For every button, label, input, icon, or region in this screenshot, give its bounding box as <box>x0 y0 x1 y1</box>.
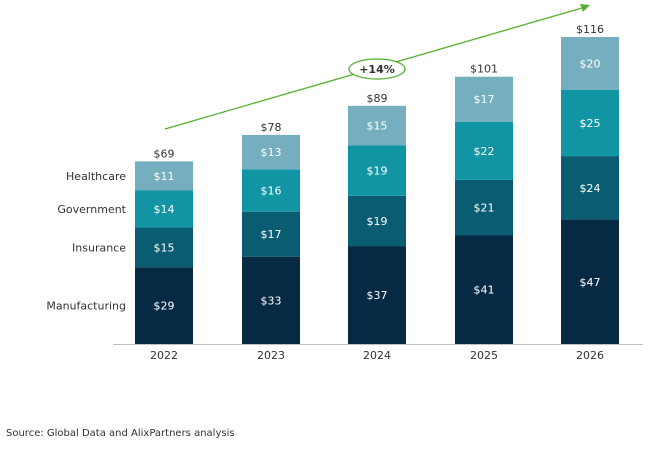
bar-segment-manufacturing-2023 <box>242 256 300 344</box>
x-tick-label-2024: 2024 <box>363 349 391 362</box>
legend-label-healthcare: Healthcare <box>66 170 126 183</box>
bar-segment-manufacturing-2025 <box>455 235 513 344</box>
total-label-2025: $101 <box>470 63 498 76</box>
bar-segment-government-2023 <box>242 169 300 212</box>
growth-arrow-head <box>580 4 590 12</box>
data-label-manufacturing-2023: $33 <box>261 294 282 307</box>
legend-label-insurance: Insurance <box>72 241 126 254</box>
x-tick-label-2023: 2023 <box>257 349 285 362</box>
data-label-government-2026: $25 <box>580 117 601 130</box>
data-label-government-2022: $14 <box>154 203 175 216</box>
data-label-manufacturing-2026: $47 <box>580 276 601 289</box>
data-label-healthcare-2026: $20 <box>580 57 601 70</box>
growth-badge <box>348 58 406 80</box>
bar-segment-healthcare-2024 <box>348 105 406 146</box>
data-label-manufacturing-2024: $37 <box>367 289 388 302</box>
bar-segment-healthcare-2022 <box>135 161 193 191</box>
data-label-manufacturing-2022: $29 <box>154 300 175 313</box>
bar-segment-insurance-2022 <box>135 227 193 268</box>
x-tick-label-2026: 2026 <box>576 349 604 362</box>
data-label-manufacturing-2025: $41 <box>474 284 495 297</box>
data-label-insurance-2026: $24 <box>580 182 601 195</box>
growth-badge-label: +14% <box>359 63 395 76</box>
total-label-2023: $78 <box>261 121 282 134</box>
data-label-healthcare-2024: $15 <box>367 120 388 133</box>
data-label-government-2023: $16 <box>261 185 282 198</box>
bar-segment-government-2026 <box>561 89 619 157</box>
bar-segment-insurance-2023 <box>242 211 300 257</box>
source-note: Source: Global Data and AlixPartners ana… <box>6 428 235 439</box>
bar-segment-manufacturing-2022 <box>135 267 193 344</box>
data-label-government-2024: $19 <box>367 165 388 178</box>
legend-label-government: Government <box>57 203 126 216</box>
x-tick-label-2025: 2025 <box>470 349 498 362</box>
data-label-healthcare-2022: $11 <box>154 170 175 183</box>
total-label-2022: $69 <box>154 147 175 160</box>
bar-segment-manufacturing-2024 <box>348 246 406 344</box>
data-label-insurance-2022: $15 <box>154 241 175 254</box>
bar-segment-government-2022 <box>135 190 193 228</box>
bar-segment-insurance-2024 <box>348 195 406 247</box>
data-label-healthcare-2025: $17 <box>474 93 495 106</box>
bar-segment-government-2025 <box>455 121 513 180</box>
data-label-insurance-2024: $19 <box>367 215 388 228</box>
bar-segment-healthcare-2023 <box>242 134 300 170</box>
total-label-2024: $89 <box>367 92 388 105</box>
x-tick-label-2022: 2022 <box>150 349 178 362</box>
legend-label-manufacturing: Manufacturing <box>46 300 126 313</box>
total-label-2026: $116 <box>576 23 604 36</box>
bar-segment-manufacturing-2026 <box>561 219 619 344</box>
bar-segment-insurance-2025 <box>455 179 513 236</box>
bar-segment-insurance-2026 <box>561 156 619 220</box>
bar-segment-healthcare-2026 <box>561 37 619 90</box>
bar-segment-government-2024 <box>348 145 406 196</box>
data-label-healthcare-2023: $13 <box>261 146 282 159</box>
data-label-insurance-2025: $21 <box>474 202 495 215</box>
bar-segment-healthcare-2025 <box>455 76 513 122</box>
data-label-government-2025: $22 <box>474 145 495 158</box>
data-label-insurance-2023: $17 <box>261 228 282 241</box>
